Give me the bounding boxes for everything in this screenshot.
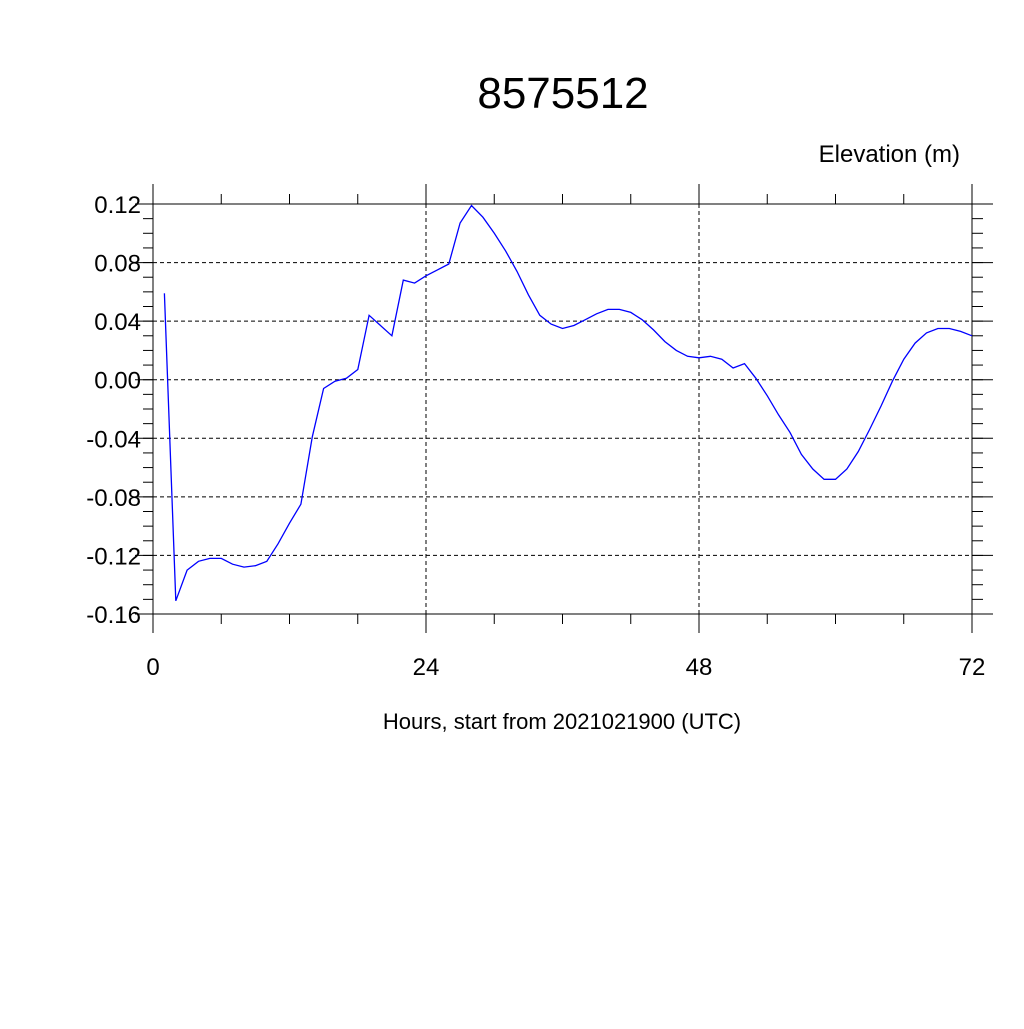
y-tick-label: -0.04 (86, 426, 141, 453)
y-tick-label: -0.16 (86, 602, 141, 629)
chart-title: 8575512 (477, 69, 648, 118)
y-tick-label: 0.08 (94, 251, 141, 278)
y-tick-label: 0.12 (94, 192, 141, 219)
y-tick-label: -0.12 (86, 543, 141, 570)
plot-frame (152, 203, 973, 615)
series-line (163, 204, 973, 602)
x-tick-label: 0 (146, 654, 159, 681)
y-axis-label: Elevation (m) (819, 141, 960, 168)
y-tick-label: 0.00 (94, 368, 141, 395)
x-axis-label: Hours, start from 2021021900 (UTC) (383, 709, 741, 734)
x-tick-label: 48 (686, 654, 713, 681)
y-tick-label: 0.04 (94, 309, 141, 336)
y-tick-label: -0.08 (86, 485, 141, 512)
x-tick-label: 24 (413, 654, 440, 681)
x-tick-label: 72 (959, 654, 986, 681)
